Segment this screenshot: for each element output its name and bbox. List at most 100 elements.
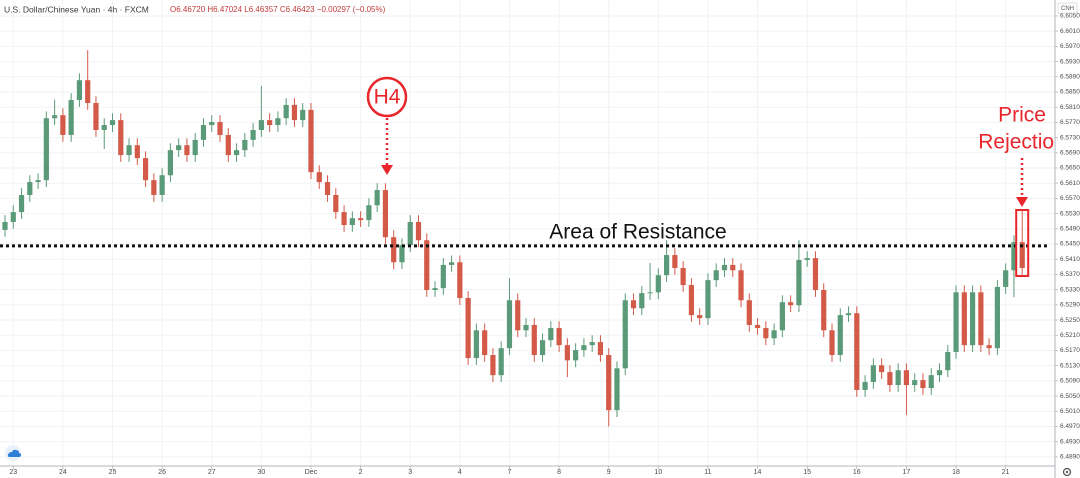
candle-body <box>316 172 322 183</box>
candle-body <box>109 120 116 126</box>
candle-body <box>779 302 785 331</box>
y-tick-label: 6.57300 <box>1060 134 1080 141</box>
candle-body <box>978 292 984 346</box>
cloud-icon[interactable] <box>5 445 21 461</box>
candle-body <box>730 264 736 271</box>
overlay: Area of Resistance H4 Price Rejection <box>0 76 1066 277</box>
candle-body <box>142 158 149 181</box>
cloud-icon-shape[interactable] <box>8 449 21 457</box>
candle-body <box>920 380 926 389</box>
candle-body <box>986 345 992 349</box>
candle-body <box>573 350 579 361</box>
candle-body <box>498 348 504 376</box>
rejection-label: Price <box>998 104 1046 127</box>
candle-body <box>27 182 33 195</box>
price-axis-background <box>1055 0 1080 478</box>
candle-body <box>118 120 124 156</box>
candle-body <box>630 300 637 309</box>
candle-body <box>614 368 620 411</box>
y-tick-label: 6.54900 <box>1060 226 1080 233</box>
candle-body <box>43 118 49 181</box>
currency-label: CNH <box>1061 6 1074 12</box>
y-tick-label: 6.53300 <box>1060 286 1080 293</box>
candle-body <box>688 285 695 316</box>
y-tick-label: 6.51300 <box>1060 362 1080 369</box>
candle-body <box>200 125 207 140</box>
candle-body <box>1011 242 1017 271</box>
candle-body <box>837 315 843 356</box>
candle-body <box>333 194 339 213</box>
candle-body <box>705 280 711 319</box>
candle-body <box>969 292 976 346</box>
y-tick-label: 6.50500 <box>1060 393 1080 400</box>
rejection-arrowhead <box>1016 197 1028 207</box>
y-tick-label: 6.56900 <box>1060 150 1080 157</box>
candle-body <box>721 264 728 271</box>
x-tick-label: 18 <box>952 469 960 476</box>
x-tick-label: 30 <box>257 469 265 476</box>
candle-body <box>291 104 298 121</box>
candle-body <box>953 292 959 352</box>
candle-body <box>258 120 264 130</box>
candle-body <box>531 324 537 356</box>
y-tick-label: 6.55300 <box>1060 210 1080 217</box>
candle-body <box>754 324 761 329</box>
candle-body <box>52 115 58 119</box>
candle-body <box>788 302 794 306</box>
candle-body <box>126 145 132 156</box>
y-tick-label: 6.56500 <box>1060 165 1080 172</box>
candle-body <box>85 80 91 104</box>
candle-body <box>250 129 256 140</box>
candle-body <box>76 80 83 100</box>
marker-arrowhead <box>381 165 393 175</box>
candle-body <box>275 118 281 126</box>
candle-body <box>349 218 355 226</box>
y-tick-label: 6.54100 <box>1060 256 1080 263</box>
rejection-label: Rejection <box>978 131 1066 154</box>
candle-body <box>184 145 190 156</box>
candle-body <box>448 262 455 265</box>
marker-circle <box>366 76 408 118</box>
candle-body <box>655 275 661 293</box>
candle-body <box>267 120 273 126</box>
candle-body <box>440 264 446 289</box>
candle-body <box>134 145 140 159</box>
candle-body <box>415 221 422 241</box>
candle-body <box>1003 270 1009 287</box>
candle-body <box>473 330 479 359</box>
candle-body <box>308 109 314 173</box>
x-tick-label: 8 <box>557 469 561 476</box>
candle-body <box>217 122 223 135</box>
candle-body <box>242 139 248 151</box>
candle-body <box>1019 242 1025 268</box>
candle-body <box>10 212 16 222</box>
x-tick-label: 17 <box>903 469 911 476</box>
candle-body <box>482 330 488 356</box>
candle-body <box>936 370 943 376</box>
candle-body <box>994 286 1000 349</box>
candle-body <box>680 267 686 286</box>
candle-body <box>639 293 645 309</box>
y-tick-label: 6.49700 <box>1060 423 1080 430</box>
candle-body <box>812 258 819 291</box>
candle-body <box>18 194 25 213</box>
symbol-title: U.S. Dollar/Chinese Yuan · 4h · FXCM <box>4 4 149 14</box>
candle-body <box>515 300 521 331</box>
x-tick-label: 10 <box>654 469 662 476</box>
candle-body <box>903 370 910 386</box>
y-tick-label: 6.54500 <box>1060 241 1080 248</box>
candles <box>2 50 1025 427</box>
settings-hub[interactable] <box>1065 470 1069 474</box>
x-tick-label: 11 <box>704 469 711 476</box>
settings-icon[interactable] <box>1062 467 1072 477</box>
candle-body <box>374 190 380 206</box>
x-tick-label: 25 <box>109 469 117 476</box>
candle-body <box>523 324 529 331</box>
settings-gear[interactable] <box>1062 467 1072 477</box>
candle-body <box>672 255 678 268</box>
y-tick-label: 6.60500 <box>1060 13 1080 20</box>
y-tick-label: 6.58500 <box>1060 89 1080 96</box>
